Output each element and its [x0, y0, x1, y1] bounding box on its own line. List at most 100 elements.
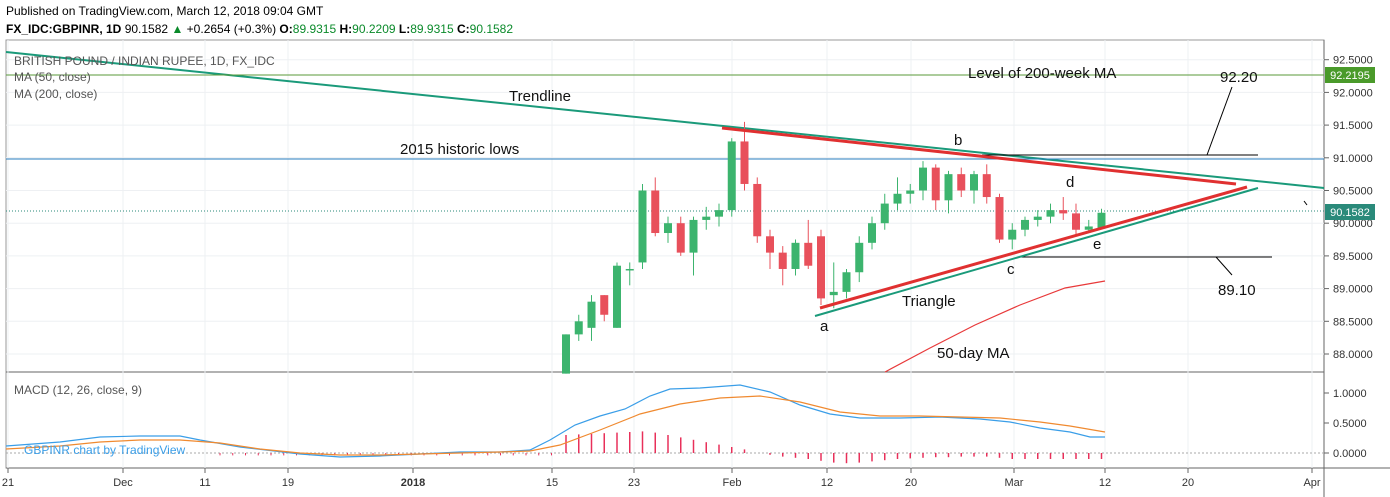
- high-value: 90.2209: [352, 22, 396, 36]
- candle-body: [562, 334, 570, 374]
- candle-body: [791, 242, 800, 269]
- candle-body: [1072, 213, 1080, 230]
- published-line: Published on TradingView.com, March 12, …: [6, 4, 324, 18]
- ann-point-d: d: [1066, 174, 1074, 191]
- macd-tick-label: 0.5000: [1333, 418, 1367, 430]
- candle-body: [638, 190, 647, 263]
- price-tick-label: 92.5000: [1333, 55, 1373, 67]
- ann-point-a: a: [820, 318, 829, 335]
- ann-200w-ma: Level of 200-week MA: [968, 65, 1116, 82]
- candle-body: [868, 223, 876, 243]
- open-label: O:: [279, 22, 293, 36]
- last-price-badge: [1325, 204, 1375, 220]
- time-tick-label: 12: [1099, 477, 1111, 489]
- candle-body: [957, 174, 966, 191]
- time-tick-label: 21: [2, 477, 14, 489]
- candle-body: [600, 295, 609, 315]
- candle-body: [995, 197, 1004, 240]
- candle-body: [778, 252, 787, 269]
- candle-body: [982, 174, 991, 198]
- price-tick-label: 91.0000: [1333, 153, 1373, 165]
- last-price: 90.1582: [124, 22, 169, 36]
- low-value: 89.9315: [410, 22, 454, 36]
- candle-body: [664, 223, 672, 234]
- close-value: 90.1582: [469, 22, 514, 36]
- candles: [562, 121, 1106, 374]
- price-change: +0.2654 (+0.3%): [186, 22, 277, 36]
- watermark: GBPINR chart by TradingView: [24, 443, 186, 457]
- candle-body: [574, 321, 583, 335]
- candle-body: [740, 141, 749, 184]
- open-value: 89.9315: [292, 22, 337, 36]
- time-tick-label: Dec: [113, 477, 133, 489]
- time-tick-label: 2018: [401, 477, 425, 489]
- candle-body: [1033, 216, 1042, 220]
- time-tick-label: Apr: [1303, 477, 1320, 489]
- time-tick-label: 20: [1182, 477, 1194, 489]
- ann-point-c: c: [1007, 261, 1015, 278]
- chart-header: Published on TradingView.com, March 12, …: [6, 2, 513, 38]
- time-tick-label: Mar: [1005, 477, 1024, 489]
- candle-body: [842, 272, 851, 292]
- candle-body: [1084, 226, 1093, 230]
- candle-body: [766, 236, 774, 253]
- candle-body: [676, 223, 685, 253]
- ma200-price-badge-text: 92.2195: [1330, 70, 1370, 82]
- candle-body: [613, 265, 621, 328]
- macd-axis[interactable]: 1.0000 0.5000 0.0000: [1324, 388, 1367, 460]
- ann-target-down: 89.10: [1218, 282, 1256, 299]
- candle-body: [753, 183, 762, 237]
- ann-target-up: 92.20: [1220, 69, 1258, 86]
- candle-body: [1059, 210, 1068, 214]
- time-axis[interactable]: 21 Dec 11 19 2018 15 23 Feb 12 20 Mar 12 20 Apr: [2, 468, 1321, 489]
- chart-frame: [5, 39, 1325, 469]
- last-price-badge-text: 90.1582: [1330, 207, 1370, 219]
- price-tick-label: 88.5000: [1333, 316, 1373, 328]
- target-down-pointer: [1215, 256, 1233, 276]
- symbol: FX_IDC:GBPINR, 1D: [6, 22, 122, 36]
- price-tick-label: 88.0000: [1333, 349, 1373, 361]
- time-tick-label: 12: [821, 477, 833, 489]
- up-arrow-icon: ▲: [171, 22, 184, 36]
- macd-tick-label: 0.0000: [1333, 448, 1367, 460]
- candle-body: [1046, 210, 1055, 217]
- macd-tick-label: 1.0000: [1333, 388, 1367, 400]
- legend-ma50: MA (50, close): [14, 70, 91, 84]
- price-tick-label: 90.0000: [1333, 218, 1373, 230]
- macd-histogram: [219, 431, 1103, 464]
- ann-ma50: 50-day MA: [937, 345, 1010, 362]
- candle-body: [1008, 229, 1017, 240]
- time-tick-label: 19: [282, 477, 294, 489]
- tick-mark: [1303, 200, 1308, 206]
- time-tick-label: 23: [628, 477, 640, 489]
- candle-body: [817, 236, 825, 299]
- candle-body: [625, 268, 634, 271]
- legend-ma200: MA (200, close): [14, 87, 97, 101]
- candle-body: [906, 190, 915, 194]
- macd-signal-line: [5, 395, 1106, 456]
- price-tick-label: 89.5000: [1333, 251, 1373, 263]
- candle-body: [880, 203, 889, 224]
- price-tick-label: 91.5000: [1333, 120, 1373, 132]
- candle-body: [919, 167, 927, 191]
- ma50-line: [884, 280, 1106, 373]
- price-tick-label: 89.0000: [1333, 284, 1373, 296]
- triangle-lower-red: [819, 185, 1248, 310]
- candle-body: [970, 174, 978, 191]
- ma200-price-badge: [1325, 67, 1375, 83]
- candle-body: [715, 210, 723, 217]
- time-tick-label: Feb: [723, 477, 742, 489]
- high-label: H:: [339, 22, 353, 36]
- price-axis[interactable]: 92.5000 92.0000 91.5000 91.0000 90.5000 90.00…: [1324, 55, 1373, 361]
- time-tick-label: 11: [199, 477, 210, 489]
- candle-body: [727, 141, 736, 211]
- price-tick-label: 90.5000: [1333, 186, 1373, 198]
- target-up-pointer: [1206, 86, 1233, 156]
- candle-body: [804, 242, 813, 266]
- candle-body: [702, 216, 711, 220]
- legend-title: BRITISH POUND / INDIAN RUPEE, 1D, FX_IDC: [14, 54, 275, 68]
- candle-body: [931, 167, 940, 201]
- triangle-upper-red: [721, 126, 1237, 186]
- legend-macd: MACD (12, 26, close, 9): [14, 383, 142, 397]
